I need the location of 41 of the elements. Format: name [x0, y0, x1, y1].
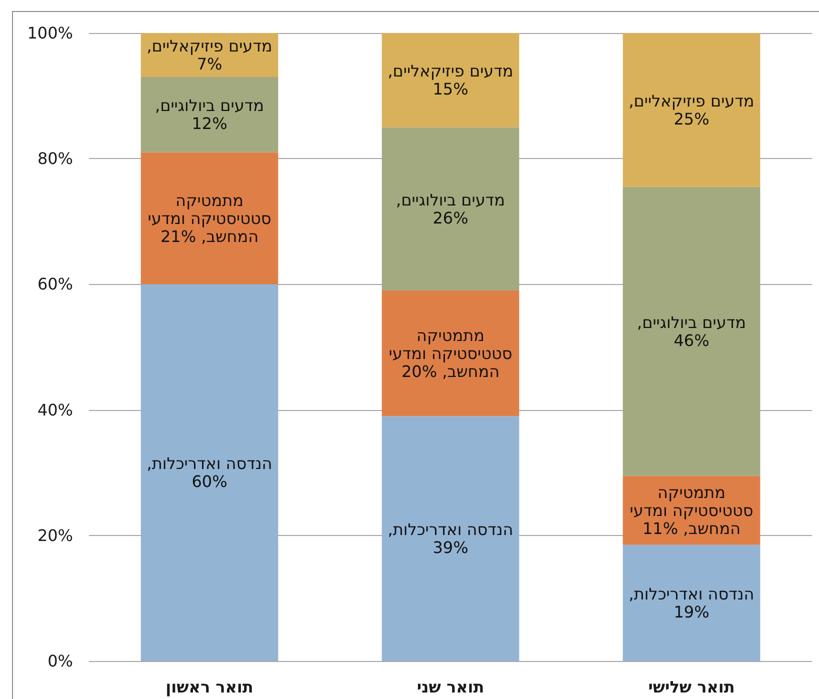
data-label: 39%: [432, 538, 468, 558]
x-tick-label: תואר שלישי: [648, 678, 735, 696]
series-label: הנדסה ואדריכלות,: [388, 520, 514, 540]
y-tick-label: 100%: [27, 24, 73, 42]
bar: [140, 33, 278, 77]
x-tick-label: תואר שני: [416, 678, 484, 696]
series-label: מדעים ביולוגיים,: [396, 190, 505, 210]
text: מתמטיקה סטטיסטיקה ומדעי המחשב, 21%: [148, 190, 272, 246]
bar: [382, 290, 520, 416]
x-tick-label: תואר ראשון: [166, 678, 254, 696]
y-tick-label: 0%: [48, 652, 73, 670]
text: מדעים פיזיקאליים,: [628, 91, 754, 110]
text: מתמטיקה סטטיסטיקה ומדעי המחשב, 11%: [630, 482, 754, 538]
y-tick-label: 80%: [37, 149, 73, 168]
text: הנדסה ואדריכלות,: [146, 454, 272, 474]
data-label: 7%: [196, 54, 222, 74]
bar: [140, 76, 278, 152]
data-label: 25%: [674, 109, 710, 128]
bar: [382, 416, 520, 661]
bar: [622, 544, 760, 661]
bar: [140, 284, 278, 661]
bar: [622, 33, 760, 187]
series-label: מדעים פיזיקאליים,: [146, 36, 272, 56]
data-label: 26%: [432, 208, 468, 228]
y-tick-label: 40%: [37, 400, 73, 420]
data-label: 15%: [432, 80, 468, 99]
data-label: 19%: [674, 602, 710, 622]
bar: [140, 152, 278, 284]
text: מדעים ביולוגיים,: [637, 312, 746, 332]
bar: [382, 33, 520, 128]
y-tick-label: 60%: [37, 274, 73, 294]
data-label: 60%: [192, 472, 228, 492]
text: מדעים ביולוגיים,: [155, 96, 264, 116]
data-label: 46%: [674, 330, 710, 350]
y-tick-label: 20%: [37, 526, 73, 545]
text: מתמטיקה סטטיסטיקה ומדעי המחשב, 20%: [388, 326, 512, 381]
text: הנדסה ואדריכלות,: [628, 584, 754, 604]
bar: [622, 186, 760, 476]
data-label: 12%: [192, 114, 228, 134]
bar: [382, 127, 520, 290]
text: מדעים פיזיקאליים,: [388, 62, 514, 81]
